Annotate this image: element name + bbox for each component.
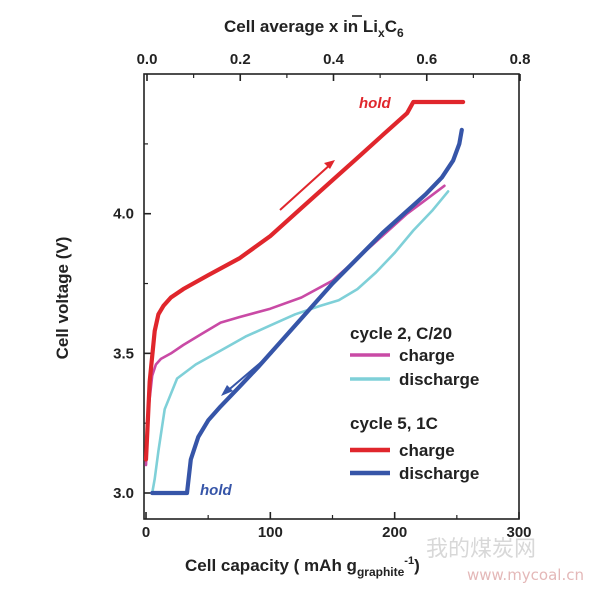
legend-label-c5-discharge: discharge xyxy=(399,464,479,483)
x-tick-label: 100 xyxy=(258,524,283,541)
series-cycle2-discharge xyxy=(150,190,450,495)
legend-label-c2-charge: charge xyxy=(399,346,455,365)
top-tick-label: 0.2 xyxy=(230,51,251,68)
series-cycle5-discharge xyxy=(150,127,464,496)
y-tick-label: 3.0 xyxy=(113,485,134,502)
top-tick-label: 0.8 xyxy=(510,51,531,68)
watermark-text: 我的煤炭网 xyxy=(426,537,536,562)
watermark-url: www.mycoal.cn xyxy=(467,566,584,584)
series-layer xyxy=(143,99,466,496)
y-tick-label: 3.5 xyxy=(113,345,134,362)
top-tick-label: 0.0 xyxy=(137,51,158,68)
charge-direction-arrow xyxy=(279,160,335,211)
legend-label-c5-charge: charge xyxy=(399,441,455,460)
axis-ticks: 0 100 200 300 3.0 3.5 4.0 0.0 0.2 0.4 0.6 0.8 xyxy=(113,51,531,541)
watermark: 我的煤炭网 www.mycoal.cn xyxy=(426,537,584,584)
hold-label-charge: hold xyxy=(359,95,391,112)
plot-frame xyxy=(143,73,520,520)
legend: cycle 2, C/20 charge discharge cycle 5, … xyxy=(350,324,479,483)
legend-group-title-cycle-5: cycle 5, 1C xyxy=(350,414,438,433)
legend-group-title-cycle-2: cycle 2, C/20 xyxy=(350,324,452,343)
x-tick-label: 300 xyxy=(506,524,531,541)
x-axis-title: Cell capacity ( mAh ggraphite-1) xyxy=(185,555,420,579)
hold-label-discharge: hold xyxy=(200,482,232,499)
top-tick-label: 0.4 xyxy=(323,51,345,68)
discharge-direction-arrow xyxy=(221,352,273,396)
top-axis-title: Cell average x in LixC6 xyxy=(224,17,404,40)
y-tick-label: 4.0 xyxy=(113,206,134,223)
x-tick-label: 200 xyxy=(382,524,407,541)
x-tick-label: 0 xyxy=(142,524,150,541)
series-cycle5-charge xyxy=(143,99,466,462)
top-tick-label: 0.6 xyxy=(416,51,437,68)
y-axis-title: Cell voltage (V) xyxy=(53,237,72,360)
legend-label-c2-discharge: discharge xyxy=(399,370,479,389)
